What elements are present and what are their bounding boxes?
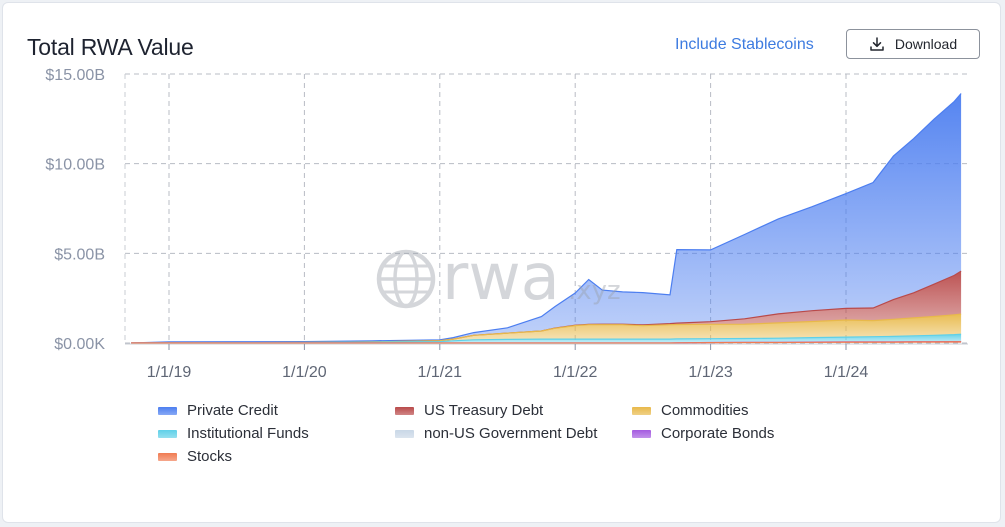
chart-title: Total RWA Value <box>27 34 194 60</box>
include-stablecoins-link[interactable]: Include Stablecoins <box>675 36 814 53</box>
legend-swatch <box>632 406 651 415</box>
y-tick-label: $5.00B <box>54 246 105 263</box>
line-institutional-funds <box>131 333 962 344</box>
legend-label: US Treasury Debt <box>424 402 544 419</box>
legend-swatch <box>158 406 177 415</box>
legend-item-us-treasury-debt[interactable]: US Treasury Debt <box>395 402 543 419</box>
x-axis: 1/1/19 1/1/20 1/1/21 1/1/22 1/1/23 1/1/24 <box>125 343 968 381</box>
x-tick-label: 1/1/19 <box>147 364 192 381</box>
legend-label: non-US Government Debt <box>424 425 598 442</box>
x-tick-label: 1/1/22 <box>553 364 598 381</box>
legend-swatch <box>395 406 414 415</box>
area-private-credit <box>131 93 962 343</box>
legend-item-corporate-bonds[interactable]: Corporate Bonds <box>632 425 774 442</box>
legend-item-non-us-government-debt[interactable]: non-US Government Debt <box>395 425 597 442</box>
download-label: Download <box>894 36 958 52</box>
x-tick-label: 1/1/21 <box>418 364 463 381</box>
download-icon <box>870 37 884 51</box>
x-tick-label: 1/1/23 <box>688 364 733 381</box>
y-tick-label: $0.00K <box>54 336 105 353</box>
legend-label: Corporate Bonds <box>661 425 775 442</box>
area-institutional-funds <box>131 334 962 343</box>
y-axis: $0.00K $5.00B $10.00B $15.00B <box>45 67 105 353</box>
chart-areas <box>131 93 962 344</box>
x-tick-label: 1/1/24 <box>824 364 869 381</box>
y-tick-label: $10.00B <box>45 157 105 174</box>
line-stocks <box>131 341 962 344</box>
legend-item-stocks[interactable]: Stocks <box>158 448 232 465</box>
globe-icon <box>376 249 436 309</box>
legend-item-private-credit[interactable]: Private Credit <box>158 402 278 419</box>
watermark: rwa .xyz <box>376 241 621 315</box>
legend-swatch <box>158 429 177 438</box>
legend-label: Private Credit <box>187 402 278 419</box>
legend-swatch <box>632 429 651 438</box>
line-commodities <box>131 313 962 344</box>
x-tick-label: 1/1/20 <box>282 364 327 381</box>
legend-item-institutional-funds[interactable]: Institutional Funds <box>158 425 309 442</box>
legend-swatch <box>158 452 177 461</box>
watermark-suffix: .xyz <box>568 276 621 306</box>
legend-label: Institutional Funds <box>187 425 309 442</box>
watermark-text: rwa <box>442 241 560 315</box>
line-private-credit <box>131 93 962 344</box>
legend-item-commodities[interactable]: Commodities <box>632 402 749 419</box>
legend-label: Stocks <box>187 448 233 465</box>
legend-swatch <box>395 429 414 438</box>
y-tick-label: $15.00B <box>45 67 105 84</box>
legend-label: Commodities <box>661 402 749 419</box>
rwa-area-chart: rwa .xyz $0.00K $5.00B $10.00B $15.00B 1/1/… <box>45 67 968 381</box>
download-button[interactable]: Download <box>846 29 980 59</box>
area-commodities <box>131 314 962 343</box>
